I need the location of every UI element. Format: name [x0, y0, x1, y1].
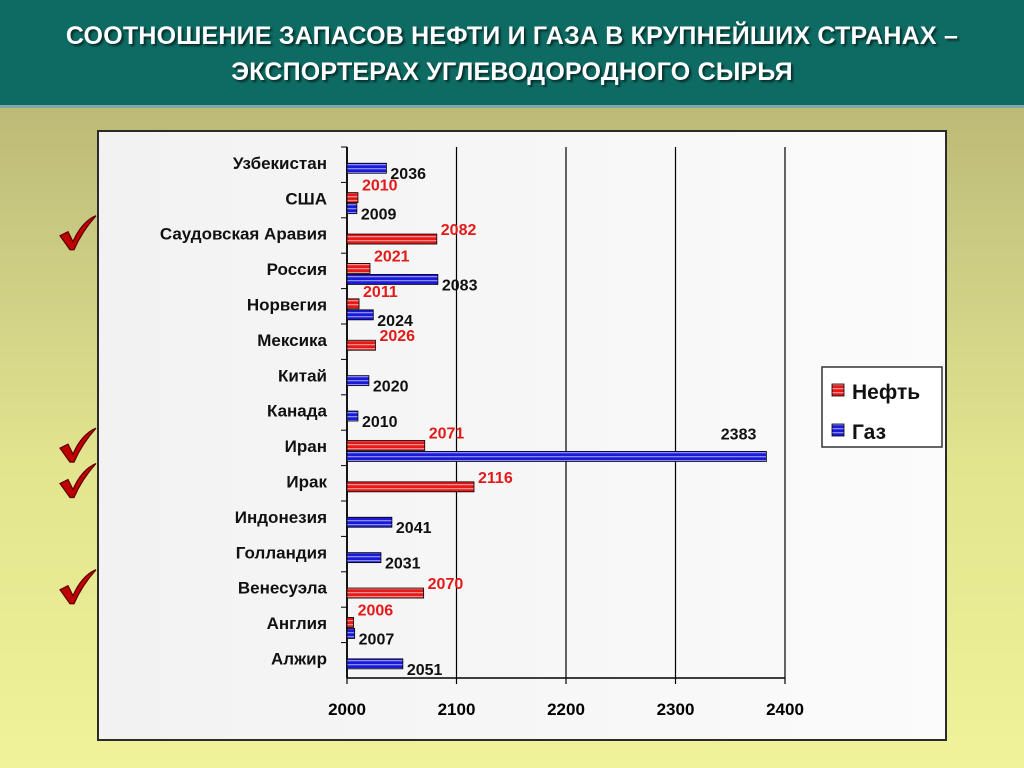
bar-gas-11	[346, 552, 382, 564]
bar-oil-9	[346, 481, 475, 493]
bar-gas-0	[346, 162, 387, 174]
bar-oil-8	[346, 440, 426, 451]
bar-oil-2	[346, 233, 438, 245]
category-label: Индонезия	[235, 508, 327, 527]
data-label-gas: 2383	[721, 426, 757, 443]
legend: Нефть Газ	[821, 366, 943, 448]
category-label: Мексика	[257, 331, 327, 350]
category-label: Голландия	[236, 543, 327, 562]
data-label-gas: 2036	[390, 166, 426, 183]
checkmark-icon	[59, 427, 97, 463]
bar-gas-1	[346, 203, 358, 215]
data-label-gas: 2041	[396, 520, 432, 537]
slide-title-line-1: СООТНОШЕНИЕ ЗАПАСОВ НЕФТИ И ГАЗА В КРУПН…	[65, 22, 959, 50]
slide-title-line-2: ЭКСПОРТЕРАХ УГЛЕВОДОРОДНОГО СЫРЬЯ	[231, 58, 793, 86]
x-tick-label: 2000	[328, 700, 366, 719]
data-label-oil: 2070	[428, 576, 464, 593]
data-label-oil: 2010	[362, 178, 398, 195]
bar-gas-6	[346, 375, 370, 387]
category-label: США	[285, 189, 327, 208]
chart-panel	[97, 130, 947, 741]
category-label: Узбекистан	[233, 154, 327, 173]
data-label-oil: 2116	[478, 470, 513, 487]
data-label-gas: 2007	[359, 631, 395, 648]
bar-oil-3	[346, 263, 371, 274]
data-label-gas: 2031	[385, 556, 421, 573]
data-label-gas: 2009	[361, 207, 397, 224]
legend-swatch-gas	[831, 423, 845, 437]
data-label-oil: 2011	[363, 284, 398, 301]
legend-label-gas: Газ	[852, 421, 886, 444]
data-label-oil: 2071	[429, 425, 465, 442]
checkmark-shape	[59, 569, 97, 605]
bar-oil-4	[346, 298, 360, 310]
bar-gas-7	[346, 410, 359, 422]
bar-gas-10	[346, 516, 393, 528]
category-label: Китай	[278, 366, 327, 385]
data-label-gas: 2083	[442, 277, 478, 294]
data-label-gas: 2020	[373, 379, 409, 396]
checkmark-icon	[59, 215, 97, 251]
checkmark-shape	[59, 462, 97, 499]
category-label: Ирак	[286, 473, 327, 492]
title-bar: СООТНОШЕНИЕ ЗАПАСОВ НЕФТИ И ГАЗА В КРУПН…	[0, 0, 1024, 108]
category-label: Венесуэла	[238, 579, 328, 598]
category-label: Россия	[267, 260, 327, 279]
checkmark-icon	[59, 569, 97, 605]
bar-gas-4	[346, 309, 374, 321]
checkmark-shape	[59, 215, 97, 251]
bar-oil-13	[346, 617, 354, 628]
legend-swatch-oil	[831, 383, 845, 397]
data-label-oil: 2006	[358, 602, 394, 619]
category-label: Норвегия	[247, 296, 327, 315]
x-tick-label: 2400	[766, 700, 804, 719]
data-label-oil: 2021	[374, 248, 410, 265]
bar-gas-14	[346, 658, 404, 670]
bar-oil-5	[346, 339, 376, 351]
category-label: Англия	[267, 614, 327, 633]
x-tick-label: 2100	[438, 700, 476, 719]
category-label: Канада	[267, 402, 328, 421]
data-label-oil: 2082	[441, 222, 477, 239]
bar-gas-3	[346, 274, 439, 285]
data-label-oil: 2026	[379, 328, 415, 345]
checkmark-shape	[59, 427, 97, 463]
checkmark-icon	[59, 462, 97, 499]
bar-gas-8	[346, 451, 767, 462]
bar-oil-1	[346, 192, 359, 204]
data-label-gas: 2051	[407, 662, 443, 679]
data-label-gas: 2010	[362, 414, 398, 431]
legend-label-oil: Нефть	[852, 381, 920, 404]
category-label: Алжир	[271, 650, 327, 669]
bar-oil-12	[346, 587, 425, 599]
bar-gas-13	[346, 628, 356, 639]
category-label: Саудовская Аравия	[160, 225, 327, 244]
category-label: Иран	[285, 437, 327, 456]
data-label-gas: 2024	[377, 313, 413, 330]
x-tick-label: 2300	[657, 700, 695, 719]
x-tick-label: 2200	[547, 700, 585, 719]
